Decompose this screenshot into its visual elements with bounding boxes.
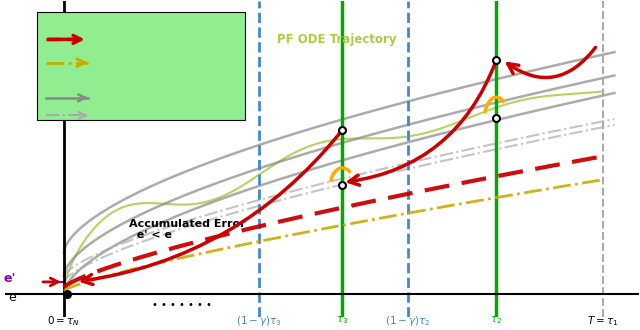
Text: Truncated Langevin SDE: Truncated Langevin SDE xyxy=(90,58,214,67)
Text: Langevin SDE: Langevin SDE xyxy=(90,111,153,120)
FancyBboxPatch shape xyxy=(37,12,244,120)
Text: $\tau_3$: $\tau_3$ xyxy=(336,314,349,326)
Text: $(1-\gamma)\tau_2$: $(1-\gamma)\tau_2$ xyxy=(385,314,430,328)
Text: e: e xyxy=(9,291,17,305)
Text: • • • • • • •: • • • • • • • xyxy=(152,300,212,310)
Text: $0=\tau_N$: $0=\tau_N$ xyxy=(47,314,80,328)
Text: ODE Trajectory Solver: ODE Trajectory Solver xyxy=(90,35,202,44)
Text: e': e' xyxy=(4,273,17,285)
Text: $(1-\gamma)\tau_3$: $(1-\gamma)\tau_3$ xyxy=(236,314,282,328)
Text: ODE Solver: ODE Solver xyxy=(90,93,141,102)
Text: $T=\tau_1$: $T=\tau_1$ xyxy=(588,314,619,328)
Text: Strategic Stochastic Sampling: Strategic Stochastic Sampling xyxy=(43,22,197,31)
Text: $\tau_2$: $\tau_2$ xyxy=(490,314,502,326)
Text: Multistep Consistency Sampling: Multistep Consistency Sampling xyxy=(43,77,207,86)
Text: Accumulated Error
  e' < e: Accumulated Error e' < e xyxy=(129,218,246,240)
Text: PF ODE Trajectory: PF ODE Trajectory xyxy=(277,33,397,46)
